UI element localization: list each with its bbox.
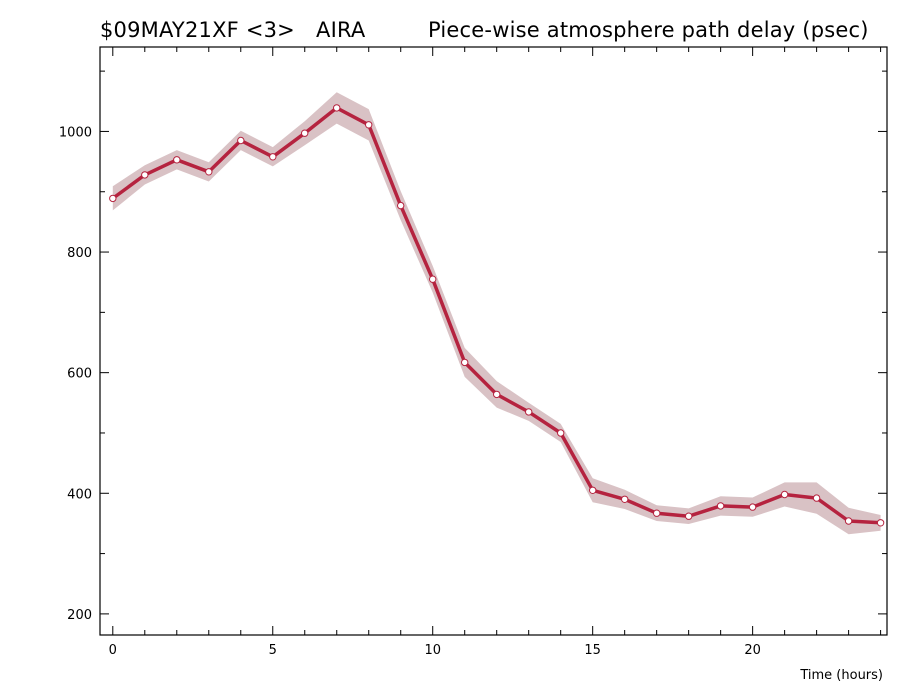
y-tick-label: 400 [67,487,92,502]
data-point [109,194,117,203]
data-point [525,408,533,416]
data-point [429,275,437,283]
y-tick-label: 800 [67,246,92,261]
data-point [493,390,501,399]
data-point [397,201,405,210]
x-tick-label: 10 [424,643,441,658]
x-tick-label: 0 [109,643,117,658]
y-tick-label: 1000 [59,125,92,140]
data-point [237,136,245,145]
data-point [812,494,821,502]
data-point [333,104,341,112]
axis-tick-layer [100,47,887,635]
x-tick-label: 5 [269,643,277,658]
data-point [685,512,693,520]
data-point [844,517,853,525]
data-point [205,168,213,176]
data-point [365,121,373,129]
data-point [173,156,181,164]
data-point [269,153,277,161]
uncertainty-band [112,92,881,535]
uncertainty-band-layer [112,92,881,535]
plot-frame [99,46,888,636]
data-point [141,171,149,179]
data-point [557,429,565,437]
x-tick-label: 15 [584,643,601,658]
series-line [111,106,881,525]
axis-label-layer: 0 5 10 15 20 200 400 600 800 1000 [59,125,761,658]
chart-title: Piece-wise atmosphere path delay (psec) [428,18,869,42]
data-point [876,519,885,527]
x-axis-title: Time (hours) [799,668,883,683]
station-label: AIRA [316,18,366,42]
data-point [716,502,725,510]
data-point [589,486,597,494]
data-point [653,509,661,517]
x-tick-label: 20 [744,643,761,658]
y-tick-label: 600 [67,367,92,382]
y-tick-label: 200 [67,608,92,623]
data-point [748,503,757,511]
data-point-layer [109,104,885,527]
data-point [621,495,629,503]
data-point [780,490,789,499]
data-point [301,129,309,137]
data-point [461,358,469,367]
series-line-layer [111,106,881,525]
experiment-label: $09MAY21XF <3> [100,18,295,42]
